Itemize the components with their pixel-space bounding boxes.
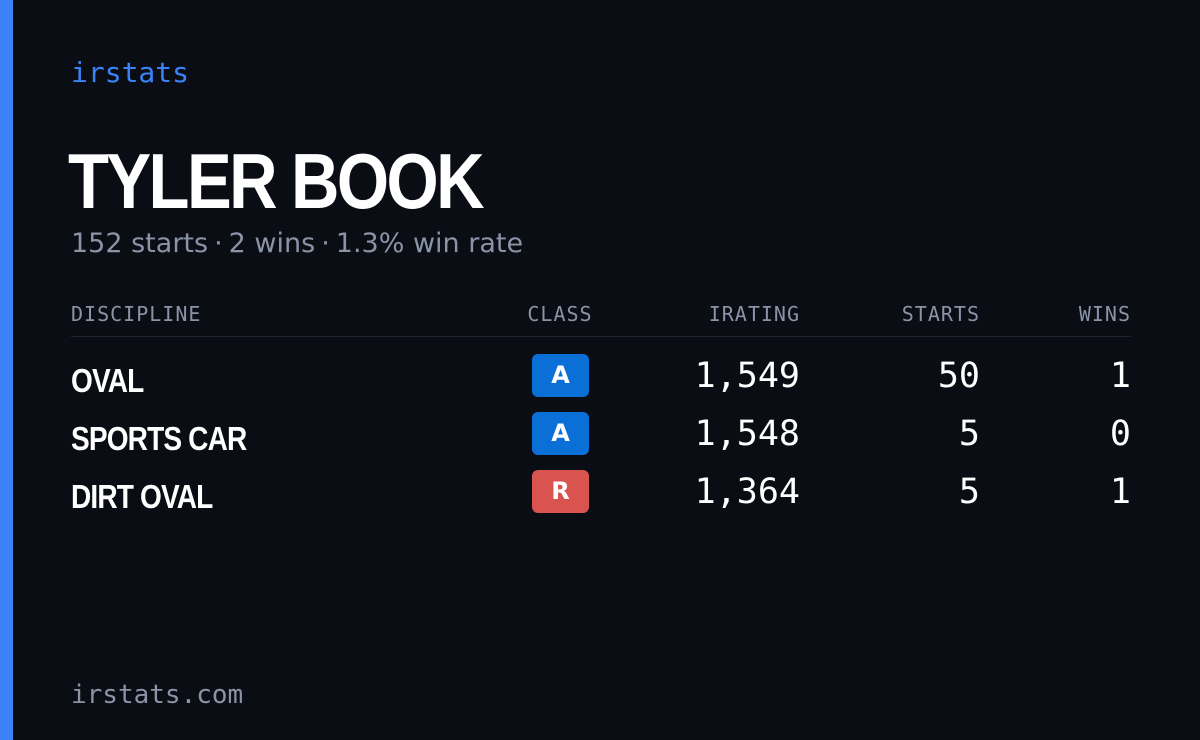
driver-summary: 152 starts · 2 wins · 1.3% win rate [71, 228, 523, 259]
wins-value: 1 [1109, 472, 1131, 512]
brand-logo: irstats [71, 56, 190, 89]
wins-value: 1 [1109, 356, 1131, 396]
discipline-label: DIRT OVAL [71, 478, 213, 515]
discipline-label: SPORTS CAR [71, 420, 247, 457]
starts-value: 5 [958, 414, 980, 454]
footer-domain[interactable]: irstats.com [71, 680, 244, 710]
irating-value: 1,548 [694, 414, 800, 454]
summary-wins: 2 wins [228, 228, 316, 259]
class-badge: R [532, 470, 589, 513]
starts-value: 50 [937, 356, 980, 396]
summary-separator: · [214, 228, 223, 259]
wins-value: 0 [1109, 414, 1131, 454]
irating-value: 1,549 [694, 356, 800, 396]
summary-separator: · [321, 228, 330, 259]
discipline-label: OVAL [71, 362, 144, 399]
driver-name: TYLER BOOK [68, 137, 485, 225]
table-row: DIRT OVAL R 1,364 5 1 [71, 470, 1131, 528]
starts-value: 5 [958, 472, 980, 512]
class-badge: A [532, 354, 589, 397]
header-irating: IRATING [708, 302, 800, 326]
header-wins: WINS [1078, 302, 1131, 326]
header-discipline: DISCIPLINE [71, 302, 202, 326]
table-row: SPORTS CAR A 1,548 5 0 [71, 412, 1131, 470]
header-class: CLASS [527, 302, 593, 326]
class-badge: A [532, 412, 589, 455]
summary-starts: 152 starts [71, 228, 209, 259]
table-row: OVAL A 1,549 50 1 [71, 354, 1131, 412]
table-header: DISCIPLINE CLASS IRATING STARTS WINS [71, 300, 1131, 337]
accent-bar [0, 0, 13, 740]
summary-win-rate: 1.3% win rate [335, 228, 524, 259]
irating-value: 1,364 [694, 472, 800, 512]
header-starts: STARTS [901, 302, 980, 326]
